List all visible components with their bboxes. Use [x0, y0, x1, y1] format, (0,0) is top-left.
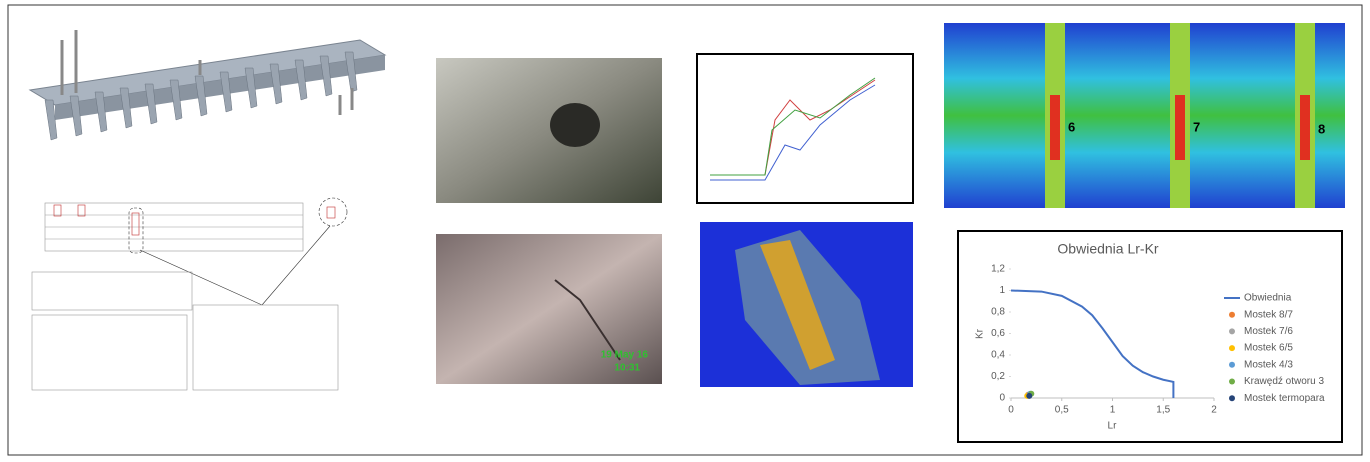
legend-swatch	[1229, 362, 1235, 368]
photo-detail	[550, 103, 600, 147]
legend-label: Mostek 8/7	[1244, 309, 1293, 320]
legend-label: Mostek 6/5	[1244, 343, 1293, 354]
page: 19 May 16 10:31 6 7 8 Obwiednia Lr-Kr Lr…	[0, 0, 1370, 457]
legend-swatch	[1229, 312, 1235, 318]
x-tick-label: 2	[1211, 405, 1217, 416]
legend-swatch	[1229, 395, 1235, 401]
y-tick-label: 0,8	[991, 307, 1005, 318]
x-tick-label: 1,5	[1156, 405, 1170, 416]
photo-timestamp: 19 May 16	[601, 350, 649, 361]
model-render	[30, 30, 385, 140]
crack-photo	[436, 234, 662, 384]
legend-label: Krawędź otworu 3	[1244, 376, 1324, 387]
x-tick-label: 0,5	[1055, 405, 1069, 416]
legend-label: Mostek termopara	[1244, 393, 1325, 404]
y-axis-title: Kr	[975, 328, 986, 339]
legend-label: Mostek 7/6	[1244, 326, 1293, 337]
x-axis-title: Lr	[1108, 421, 1118, 432]
measurement-chart-image	[697, 54, 913, 203]
borescope-photo	[436, 58, 662, 203]
x-tick-label: 1	[1110, 405, 1116, 416]
y-tick-label: 1,2	[991, 264, 1005, 275]
fea-label: 7	[1193, 119, 1200, 134]
y-tick-label: 0,6	[991, 328, 1005, 339]
legend-label: Obwiednia	[1244, 293, 1292, 304]
legend-label: Mostek 4/3	[1244, 359, 1293, 370]
photo-timestamp: 10:31	[614, 363, 640, 374]
y-tick-label: 0	[999, 393, 1005, 404]
data-point	[1026, 393, 1032, 399]
y-tick-label: 0,4	[991, 350, 1005, 361]
schematic	[32, 198, 347, 390]
legend-swatch	[1229, 379, 1235, 385]
x-tick-label: 0	[1008, 405, 1014, 416]
fea-label: 6	[1068, 119, 1075, 134]
y-tick-label: 0,2	[991, 371, 1005, 382]
fea-mesh	[700, 222, 913, 387]
fea-label: 8	[1318, 121, 1325, 136]
y-tick-label: 1	[999, 285, 1005, 296]
fea-contour	[944, 23, 1345, 208]
chart-title: Obwiednia Lr-Kr	[1057, 241, 1158, 257]
legend-swatch	[1229, 328, 1235, 334]
legend-swatch	[1229, 345, 1235, 351]
